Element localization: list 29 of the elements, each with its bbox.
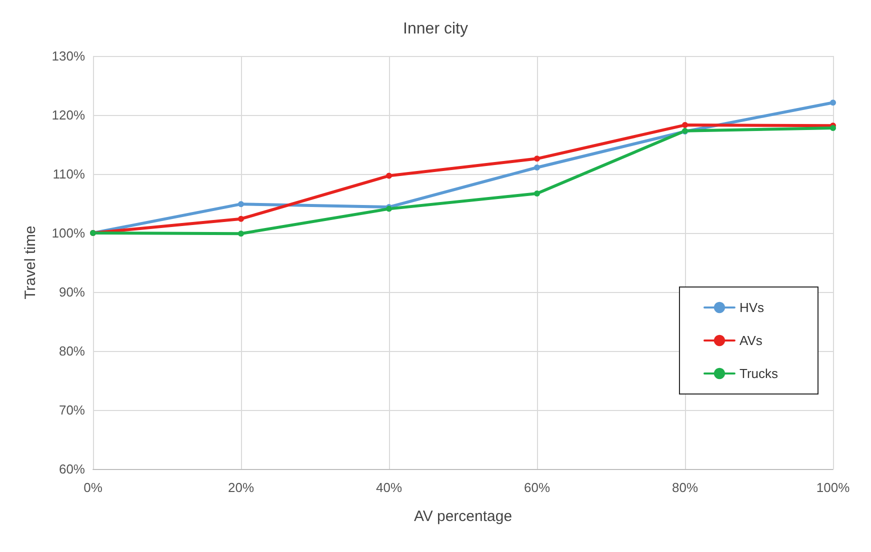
- legend-label: Trucks: [739, 366, 778, 381]
- y-axis-title: Travel time: [22, 226, 39, 300]
- chart-title: Inner city: [403, 20, 468, 38]
- legend-label: AVs: [739, 333, 763, 348]
- point: [238, 230, 244, 237]
- x-tick-label: 20%: [228, 480, 254, 495]
- y-tick-label: 100%: [52, 226, 86, 240]
- y-tick-label: 80%: [58, 344, 86, 358]
- legend-label: HVs: [739, 300, 765, 315]
- y-tick-label: 60%: [58, 462, 86, 476]
- point: [238, 201, 244, 208]
- x-tick-label: 60%: [524, 480, 550, 495]
- x-axis-title: AV percentage: [414, 508, 512, 525]
- point: [830, 100, 836, 106]
- point: [534, 164, 540, 171]
- point: [238, 216, 244, 222]
- y-tick-label: 110%: [52, 166, 86, 182]
- point: [534, 156, 540, 162]
- x-tick-label: 40%: [376, 480, 402, 495]
- x-tick-label: 80%: [672, 480, 698, 495]
- point: [386, 172, 392, 179]
- x-tick-label: 100%: [816, 480, 850, 495]
- y-tick-label: 120%: [52, 108, 86, 122]
- y-tick-label: 90%: [58, 284, 86, 300]
- y-tick-label: 70%: [58, 402, 86, 418]
- y-tick-label: 130%: [52, 48, 86, 64]
- x-tick-label: 0%: [84, 480, 103, 495]
- point: [682, 122, 688, 128]
- point: [534, 190, 540, 196]
